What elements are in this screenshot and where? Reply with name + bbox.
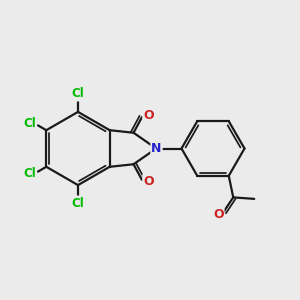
Text: O: O — [213, 208, 224, 221]
Text: O: O — [143, 109, 154, 122]
Text: Cl: Cl — [23, 167, 36, 180]
Text: Cl: Cl — [23, 117, 36, 130]
Text: Cl: Cl — [72, 87, 84, 101]
Text: Cl: Cl — [72, 196, 84, 210]
Text: N: N — [151, 142, 162, 155]
Text: O: O — [143, 175, 154, 188]
